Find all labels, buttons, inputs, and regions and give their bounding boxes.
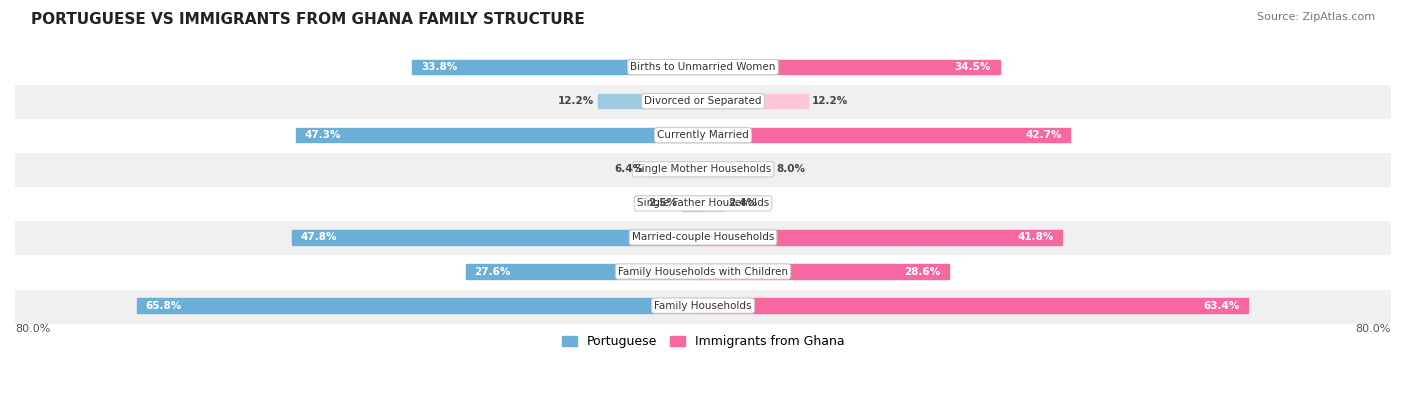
Bar (15, 186, 1391, 220)
Text: 2.4%: 2.4% (728, 198, 756, 209)
Text: 42.7%: 42.7% (1025, 130, 1062, 140)
Bar (15, 118, 1391, 152)
Legend: Portuguese, Immigrants from Ghana: Portuguese, Immigrants from Ghana (557, 330, 849, 354)
Text: 33.8%: 33.8% (420, 62, 457, 72)
Text: Divorced or Separated: Divorced or Separated (644, 96, 762, 106)
Text: 41.8%: 41.8% (1018, 232, 1054, 243)
Bar (648, 162, 703, 177)
Bar (15, 50, 1391, 84)
Bar (703, 230, 1063, 245)
Text: 80.0%: 80.0% (15, 324, 51, 334)
Bar (465, 264, 703, 279)
Text: 12.2%: 12.2% (558, 96, 593, 106)
Bar (703, 299, 1249, 313)
Text: Source: ZipAtlas.com: Source: ZipAtlas.com (1257, 12, 1375, 22)
Bar (703, 60, 1000, 74)
Text: Single Mother Households: Single Mother Households (636, 164, 770, 174)
Text: 28.6%: 28.6% (904, 267, 941, 276)
Text: Married-couple Households: Married-couple Households (631, 232, 775, 243)
Text: PORTUGUESE VS IMMIGRANTS FROM GHANA FAMILY STRUCTURE: PORTUGUESE VS IMMIGRANTS FROM GHANA FAMI… (31, 12, 585, 27)
Text: Births to Unmarried Women: Births to Unmarried Women (630, 62, 776, 72)
Bar (297, 128, 703, 142)
Bar (703, 162, 772, 177)
Bar (703, 128, 1070, 142)
Text: 80.0%: 80.0% (1355, 324, 1391, 334)
Bar (292, 230, 703, 245)
Text: 63.4%: 63.4% (1204, 301, 1240, 310)
Text: 65.8%: 65.8% (146, 301, 181, 310)
Text: 8.0%: 8.0% (776, 164, 806, 174)
Text: 47.3%: 47.3% (305, 130, 342, 140)
Bar (703, 196, 724, 211)
Bar (15, 254, 1391, 289)
Bar (138, 299, 703, 313)
Bar (15, 84, 1391, 118)
Text: 47.8%: 47.8% (301, 232, 337, 243)
Bar (15, 152, 1391, 186)
Text: 6.4%: 6.4% (614, 164, 644, 174)
Bar (682, 196, 703, 211)
Bar (15, 220, 1391, 254)
Bar (598, 94, 703, 108)
Text: Currently Married: Currently Married (657, 130, 749, 140)
Text: Family Households with Children: Family Households with Children (619, 267, 787, 276)
Text: 27.6%: 27.6% (474, 267, 510, 276)
Text: 2.5%: 2.5% (648, 198, 678, 209)
Text: Single Father Households: Single Father Households (637, 198, 769, 209)
Bar (412, 60, 703, 74)
Text: 34.5%: 34.5% (955, 62, 991, 72)
Bar (703, 264, 949, 279)
Bar (703, 94, 808, 108)
Text: Family Households: Family Households (654, 301, 752, 310)
Text: 12.2%: 12.2% (813, 96, 848, 106)
Bar (15, 289, 1391, 323)
